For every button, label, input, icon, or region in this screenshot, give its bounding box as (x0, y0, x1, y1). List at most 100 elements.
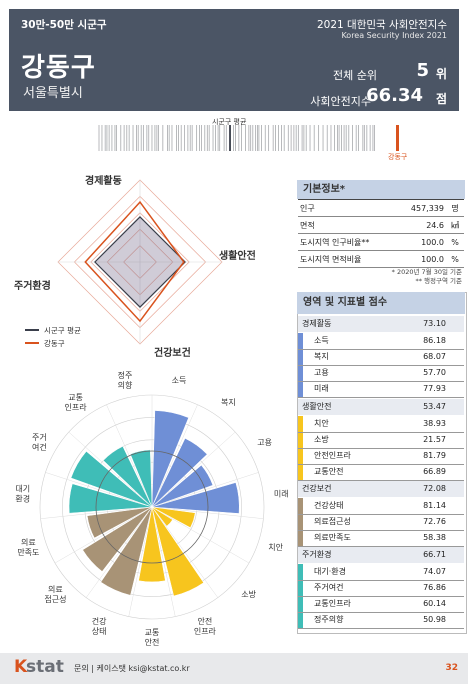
polar-bar (151, 506, 196, 528)
info-value: 457,339 (382, 199, 446, 217)
item-score: 74.07 (423, 567, 446, 576)
overall-rank-label: 전체 순위 (333, 69, 377, 82)
region-category: 30만-50만 시군구 (21, 19, 107, 31)
polar-label: 복지 (221, 398, 236, 407)
radar-axis-housing: 주거환경 (14, 281, 51, 292)
item-score: 58.38 (423, 533, 446, 542)
health-color-bar (298, 498, 303, 547)
item-score: 68.07 (423, 352, 446, 361)
polar-label: 안전 인프라 (194, 616, 217, 636)
rug-district-label: 강동구 (388, 153, 408, 161)
domain-row-safety: 생활안전 53.47 (298, 399, 464, 415)
item-row: 교통안전 66.89 (298, 464, 464, 481)
info-unit: 명 (446, 199, 464, 217)
polar-bar (100, 506, 153, 596)
item-name: 대기·환경 (314, 567, 346, 576)
page-number: 32 (445, 663, 458, 673)
info-note-date: * 2020년 7월 30일 기준 (391, 268, 462, 276)
domain-row-housing: 주거환경 66.71 (298, 547, 464, 563)
polar-bar (151, 464, 214, 508)
score-unit: 점 (435, 92, 447, 106)
polar-label: 치안 (268, 542, 283, 552)
item-score: 60.14 (423, 599, 446, 608)
item-row: 고용 57.70 (298, 365, 464, 382)
rank-unit: 위 (435, 67, 447, 81)
polar-bar (151, 437, 208, 508)
item-row: 의료접근성 72.76 (298, 514, 464, 531)
radar-axis-health: 건강보건 (154, 348, 191, 359)
polar-label: 대기 환경 (15, 484, 30, 503)
kstat-logo-k: K (14, 657, 28, 677)
item-score: 38.93 (423, 419, 446, 428)
scores-title: 영역 및 지표별 점수 (297, 292, 465, 314)
item-name: 교통안전 (314, 467, 344, 476)
legend-district-swatch (25, 342, 39, 344)
item-name: 치안 (314, 419, 329, 428)
polar-label: 교통 인프라 (65, 393, 88, 412)
radar-axis-economy: 경제활동 (85, 176, 122, 187)
domain-score: 73.10 (423, 319, 446, 328)
item-row: 건강상태 81.14 (298, 498, 464, 515)
item-row: 교통인프라 60.14 (298, 596, 464, 613)
polar-bar (151, 410, 189, 508)
polar-bar (82, 506, 153, 572)
district-name: 강동구 (21, 53, 96, 83)
item-score: 50.98 (423, 615, 446, 624)
info-row-urban-area: 도시지역 면적비율 100.0 % (298, 250, 464, 268)
item-name: 주거여건 (314, 583, 344, 592)
domain-name: 주거환경 (302, 550, 332, 559)
info-label: 인구 (298, 199, 382, 217)
polar-label: 교통 안전 (145, 628, 160, 647)
contact-info: 문의 | 케이스탯 ksi@kstat.co.kr (74, 664, 190, 673)
polar-bars (68, 410, 240, 597)
item-row: 의료만족도 58.38 (298, 530, 464, 547)
item-score: 81.14 (423, 501, 446, 510)
radar-grid (57, 179, 223, 345)
basic-info-title: 기본정보* (297, 180, 465, 199)
item-name: 소득 (314, 336, 329, 345)
item-score: 77.93 (423, 384, 446, 393)
item-name: 의료접근성 (314, 517, 351, 526)
province-name: 서울특별시 (23, 86, 83, 101)
polar-bar (151, 506, 204, 597)
item-name: 소방 (314, 435, 329, 444)
item-score: 81.79 (423, 451, 446, 460)
info-note-admin: ** 행정구역 기준 (415, 277, 462, 285)
item-score: 21.57 (423, 435, 446, 444)
district-marker (396, 125, 399, 151)
domain-name: 건강보건 (302, 484, 332, 493)
info-row-urban-pop: 도시지역 인구비율** 100.0 % (298, 233, 464, 251)
radar-district-series (84, 200, 185, 323)
kstat-logo-stat: stat (26, 657, 64, 677)
item-score: 76.86 (423, 583, 446, 592)
domain-score: 72.08 (423, 484, 446, 493)
polar-label: 의료 접근성 (44, 584, 66, 604)
info-value: 100.0 (382, 233, 446, 251)
item-row: 복지 68.07 (298, 349, 464, 366)
info-row-population: 인구 457,339 명 (298, 199, 464, 217)
info-label: 도시지역 인구비율** (298, 233, 382, 251)
polar-bar (151, 482, 240, 514)
header-banner: 30만-50만 시군구 강동구 서울특별시 2021 대한민국 사회안전지수 K… (9, 9, 459, 111)
item-score: 66.89 (423, 467, 446, 476)
polar-label: 주거 여건 (32, 433, 47, 452)
info-label: 면적 (298, 216, 382, 234)
domain-score: 53.47 (423, 402, 446, 411)
polar-bar (102, 445, 153, 508)
item-score: 57.70 (423, 368, 446, 377)
polar-label: 미래 (274, 489, 289, 498)
item-name: 의료만족도 (314, 533, 351, 542)
info-value: 100.0 (382, 250, 446, 268)
item-row: 소방 21.57 (298, 432, 464, 449)
item-name: 교통인프라 (314, 599, 351, 608)
radar-chart (57, 179, 223, 345)
index-title-en: Korea Security Index 2021 (341, 31, 447, 40)
index-title: 2021 대한민국 사회안전지수 (317, 19, 447, 31)
item-score: 72.76 (423, 517, 446, 526)
legend-average-swatch (25, 329, 39, 331)
info-unit: % (446, 233, 464, 251)
polar-label: 소방 (241, 589, 256, 599)
item-name: 고용 (314, 368, 329, 377)
rank-ticks (98, 125, 375, 151)
